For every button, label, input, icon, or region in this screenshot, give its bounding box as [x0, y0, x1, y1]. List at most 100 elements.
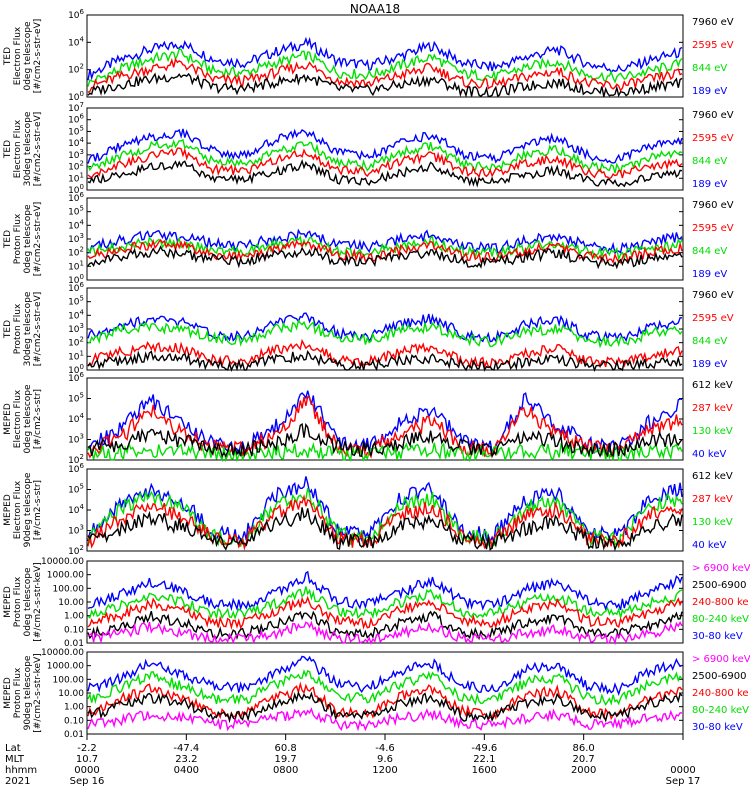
x-tick-label: 10.7 — [76, 754, 98, 765]
x-tick-label: Sep 17 — [666, 776, 701, 787]
data-series-line — [87, 669, 683, 707]
x-axis-row-label: MLT — [5, 754, 25, 765]
legend-entry: 612 keV — [692, 380, 733, 391]
y-axis-label: TED — [3, 140, 13, 159]
data-series-line — [87, 690, 683, 724]
legend-entry: 844 eV — [692, 156, 727, 167]
y-tick-label: 104 — [68, 503, 84, 516]
legend-entry: 189 eV — [692, 179, 727, 190]
y-tick-label: 102 — [68, 63, 84, 76]
y-axis-label: [#/cm2-s-str] — [33, 389, 43, 449]
y-tick-label: 0.10 — [64, 716, 84, 726]
y-axis-label: TED — [3, 320, 13, 339]
y-tick-label: 105 — [68, 483, 84, 496]
legend-entry: 2595 eV — [692, 313, 734, 324]
y-axis-label: 90deg telescope — [23, 472, 33, 547]
data-series-line — [87, 570, 683, 612]
legend-entry: 240-800 ke — [692, 597, 749, 608]
legend-entry: 612 keV — [692, 471, 733, 482]
x-tick-label: 22.1 — [473, 754, 495, 765]
y-tick-label: 1000.00 — [47, 571, 84, 581]
y-axis-label: MEPED — [3, 494, 13, 526]
legend-entry: 80-240 keV — [692, 614, 749, 625]
y-axis-label: [#/cm2-s-str-keV] — [33, 562, 43, 641]
x-tick-label: -49.6 — [471, 743, 497, 754]
y-axis-label: 0deg telescope — [23, 567, 33, 637]
legend-entry: 2500-6900 — [692, 671, 747, 682]
legend-entry: 130 keV — [692, 426, 733, 437]
y-tick-label: 103 — [68, 433, 84, 446]
y-axis-label: [#/cm2-s-str-eV] — [33, 292, 43, 367]
legend-entry: 7960 eV — [692, 110, 734, 121]
legend-entry: 30-80 keV — [692, 631, 743, 642]
data-series-line — [87, 610, 683, 641]
legend-entry: 844 eV — [692, 336, 727, 347]
y-tick-label: 102 — [68, 336, 84, 349]
y-tick-label: 106 — [68, 8, 84, 21]
y-tick-label: 10000.00 — [41, 557, 84, 567]
y-axis-label: Electron Flux — [13, 480, 23, 539]
legend-entry: 7960 eV — [692, 200, 734, 211]
y-tick-label: 101 — [68, 349, 84, 362]
y-axis-label: [#/cm2-s-str] — [33, 480, 43, 540]
x-tick-label: -47.4 — [173, 743, 199, 754]
data-series-line — [87, 72, 683, 98]
y-tick-label: 104 — [68, 412, 84, 425]
legend-entry: 189 eV — [692, 359, 727, 370]
x-tick-label: 0000 — [74, 765, 99, 776]
y-tick-label: 104 — [68, 35, 84, 48]
y-axis-label: 30deg telescope — [23, 111, 33, 186]
y-axis-label: Electron Flux — [13, 26, 23, 85]
data-series-line — [87, 586, 683, 620]
y-tick-label: 104 — [68, 308, 84, 321]
y-tick-label: 1.00 — [64, 703, 84, 713]
x-tick-label: -2.2 — [77, 743, 97, 754]
legend-entry: 189 eV — [692, 86, 727, 97]
y-tick-label: 103 — [68, 232, 84, 245]
data-series-line — [87, 494, 683, 551]
x-tick-label: 20.7 — [573, 754, 595, 765]
legend-entry: 189 eV — [692, 269, 727, 280]
legend-entry: 7960 eV — [692, 17, 734, 28]
panel-frame — [86, 107, 684, 191]
legend-entry: 287 keV — [692, 403, 733, 414]
data-series-line — [87, 138, 683, 175]
data-series-line — [87, 319, 683, 349]
x-tick-label: -4.6 — [375, 743, 395, 754]
panel-frame — [86, 14, 684, 98]
legend-entry: 2595 eV — [692, 133, 734, 144]
data-series-line — [87, 595, 683, 630]
x-tick-label: Sep 16 — [70, 776, 105, 787]
y-axis-label: 0deg telescope — [23, 384, 33, 454]
data-series-line — [87, 507, 683, 552]
legend-entry: 2500-6900 — [692, 580, 747, 591]
y-axis-label: Proton Flux — [13, 303, 23, 354]
legend-entry: 30-80 keV — [692, 722, 743, 733]
y-axis-label: 90deg telescope — [23, 655, 33, 730]
y-axis-label: MEPED — [3, 677, 13, 709]
data-series-line — [87, 48, 683, 87]
data-series-line — [87, 57, 683, 94]
legend-entry: 2595 eV — [692, 223, 734, 234]
y-tick-label: 10000.00 — [41, 648, 84, 658]
y-tick-label: 103 — [68, 524, 84, 537]
legend-entry: 80-240 keV — [692, 705, 749, 716]
y-tick-label: 105 — [68, 205, 84, 218]
y-tick-label: 103 — [68, 322, 84, 335]
y-tick-label: 0.01 — [64, 730, 84, 740]
x-tick-label: 0400 — [174, 765, 199, 776]
y-tick-label: 1000.00 — [47, 662, 84, 672]
y-tick-label: 0.01 — [64, 639, 84, 649]
y-tick-label: 104 — [68, 218, 84, 231]
legend-entry: 844 eV — [692, 63, 727, 74]
x-tick-label: 0800 — [273, 765, 298, 776]
data-series-line — [87, 245, 683, 270]
y-axis-label: Electron Flux — [13, 119, 23, 178]
data-series-line — [87, 338, 683, 370]
y-tick-label: 1.00 — [64, 612, 84, 622]
x-axis-row-label: 2021 — [5, 776, 30, 787]
legend-entry: 7960 eV — [692, 290, 734, 301]
y-axis-label: MEPED — [3, 586, 13, 618]
y-tick-label: 100.00 — [53, 675, 85, 685]
